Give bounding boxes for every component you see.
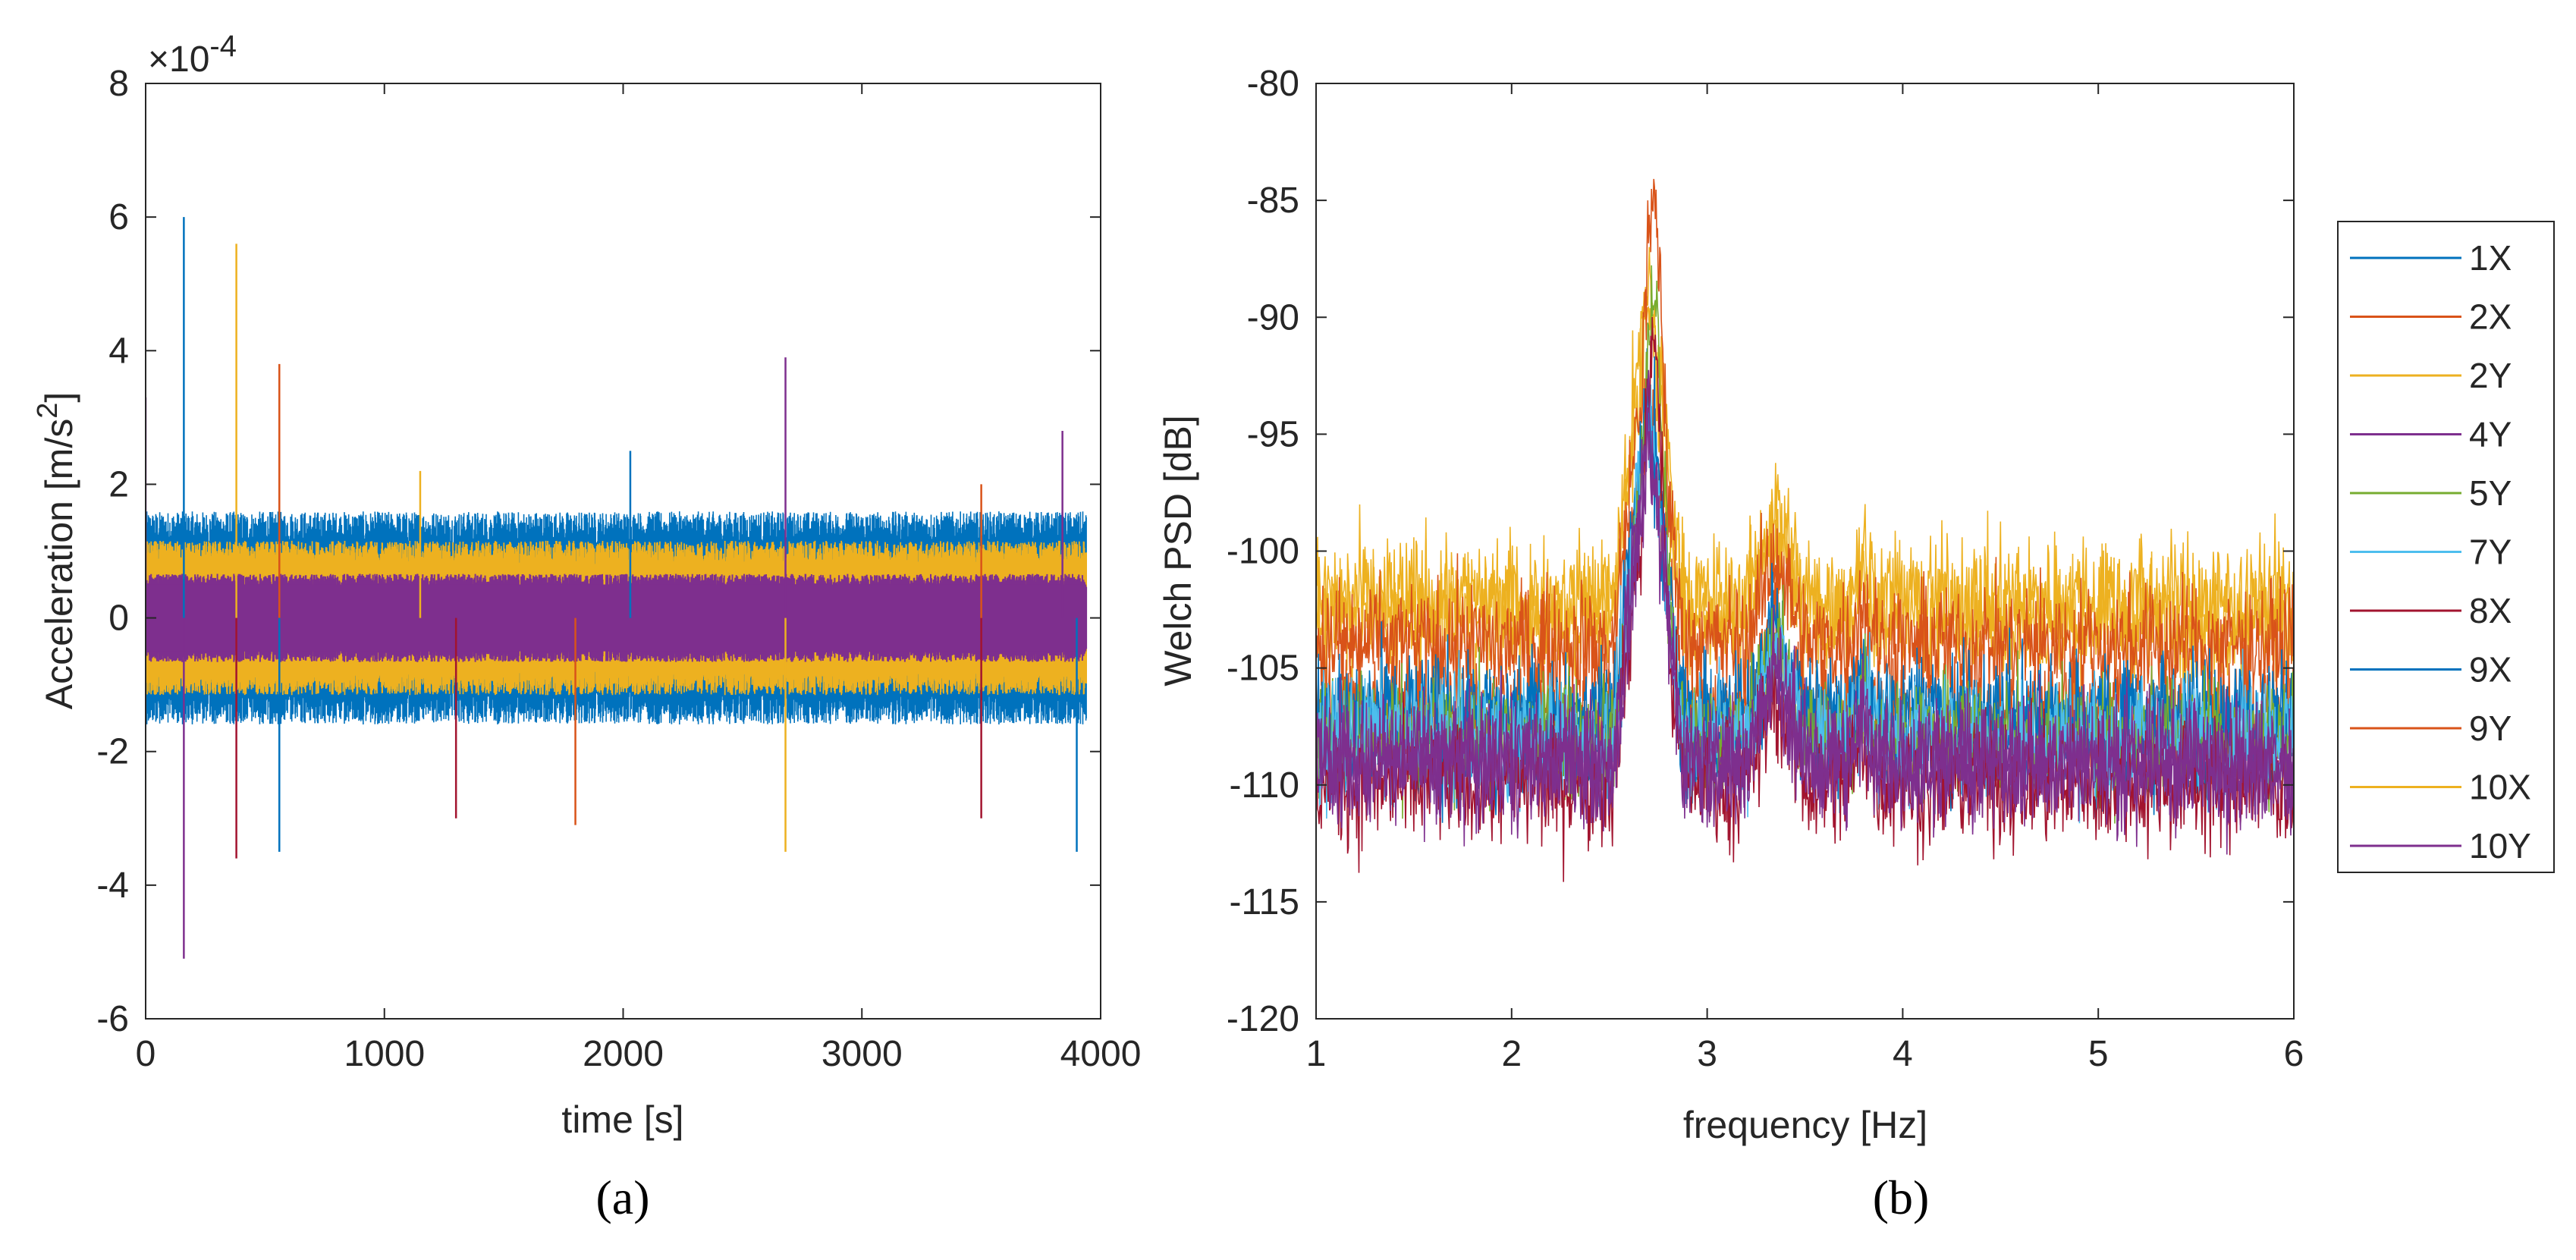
panel-b-x-tick-label: 4	[1893, 1034, 1913, 1074]
panel-a-y-tick-label: -2	[96, 732, 129, 772]
legend-item-1X: 1X	[2350, 238, 2512, 278]
panel-b-ticks: 1 2 3 4 5 6 -120 -115 -110 -105 -100 -95 -90 -85 -80	[1227, 64, 2304, 1074]
panel-a-ticks: 0 1000 2000 3000 4000 -6 -4 -2 0 2 4 6 8	[96, 64, 1141, 1074]
panel-a-label: (a)	[595, 1170, 649, 1224]
panel-b-y-tick-label: -115	[1229, 882, 1299, 922]
panel-b-y-tick-label: -105	[1227, 649, 1299, 689]
panel-a-x-tick-label: 2000	[583, 1034, 664, 1074]
legend-label: 1X	[2469, 238, 2512, 278]
legend-item-9Y: 9Y	[2350, 709, 2512, 748]
panel-b-series-10Y	[1316, 407, 2294, 847]
panel-a-x-label: time [s]	[561, 1098, 683, 1141]
panel-a-y-exponent: ×10-4	[148, 30, 237, 80]
panel-b-y-tick-label: -100	[1227, 532, 1299, 572]
panel-b-y-tick-label: -95	[1247, 414, 1299, 454]
panel-b-x-tick-label: 3	[1697, 1034, 1717, 1074]
legend-item-2X: 2X	[2350, 297, 2512, 337]
panel-b-y-label: Welch PSD [dB]	[1157, 415, 1199, 687]
legend-label: 7Y	[2469, 533, 2512, 572]
panel-a-x-tick-label: 4000	[1060, 1034, 1142, 1074]
legend-item-4Y: 4Y	[2350, 415, 2512, 454]
panel-a-x-tick-label: 3000	[821, 1034, 903, 1074]
panel-a-x-tick-label: 0	[136, 1034, 156, 1074]
legend: 1X 2X 2Y 4Y 5Y 7Y 8X 9X 9Y 10X 10Y	[2337, 221, 2555, 873]
panel-a-core-band	[146, 584, 1087, 652]
legend-item-5Y: 5Y	[2350, 473, 2512, 513]
legend-label: 10Y	[2469, 826, 2531, 866]
panel-b-x-tick-label: 6	[2284, 1034, 2304, 1074]
panel-b-x-tick-label: 1	[1306, 1034, 1327, 1074]
legend-label: 8X	[2469, 591, 2512, 630]
panel-a-time-series: 0 1000 2000 3000 4000 -6 -4 -2 0 2 4 6 8 ×10-4 time …	[32, 30, 1141, 1224]
panel-b-plot-area	[1316, 178, 2294, 882]
legend-item-7Y: 7Y	[2350, 533, 2512, 572]
panel-b-x-tick-label: 2	[1501, 1034, 1522, 1074]
legend-item-8X: 8X	[2350, 591, 2512, 630]
panel-b-label: (b)	[1873, 1170, 1930, 1224]
panel-b-y-tick-label: -85	[1247, 181, 1299, 221]
panel-b-series-2X	[1316, 178, 2294, 731]
panel-b-axes-box	[1315, 83, 2295, 1020]
panel-b-welch-psd: 1 2 3 4 5 6 -120 -115 -110 -105 -100 -95 -90 -85 -80 f…	[1157, 64, 2555, 1224]
legend-label: 10X	[2469, 768, 2531, 807]
legend-item-9X: 9X	[2350, 650, 2512, 690]
panel-a-y-tick-label: -4	[96, 866, 129, 906]
panel-a-plot-area	[146, 217, 1088, 959]
panel-a-y-label: Acceleration [m/s2]	[32, 392, 80, 710]
legend-label: 4Y	[2469, 415, 2512, 454]
legend-label: 2X	[2469, 297, 2512, 337]
panel-b-x-label: frequency [Hz]	[1683, 1104, 1927, 1146]
legend-item-10X: 10X	[2350, 768, 2531, 807]
panel-b-y-tick-label: -80	[1247, 64, 1299, 104]
legend-box	[2337, 221, 2555, 873]
legend-label: 5Y	[2469, 473, 2512, 513]
panel-a-x-tick-label: 1000	[344, 1034, 425, 1074]
panel-a-y-tick-label: 6	[108, 197, 129, 237]
panel-b-y-tick-label: -120	[1227, 999, 1299, 1039]
panel-b-y-tick-label: -110	[1229, 765, 1299, 806]
panel-a-y-tick-label: 0	[108, 599, 129, 639]
legend-item-10Y: 10Y	[2350, 826, 2531, 866]
panel-a-y-tick-label: 8	[108, 64, 129, 104]
panel-a-y-tick-label: 2	[108, 464, 129, 504]
panel-b-x-tick-label: 5	[2088, 1034, 2109, 1074]
legend-item-2Y: 2Y	[2350, 356, 2512, 395]
panel-a-y-tick-label: -6	[96, 999, 129, 1039]
legend-label: 9X	[2469, 650, 2512, 690]
panel-b-y-tick-label: -90	[1247, 297, 1299, 338]
legend-label: 2Y	[2469, 356, 2512, 395]
panel-a-y-tick-label: 4	[108, 331, 129, 371]
legend-label: 9Y	[2469, 709, 2512, 748]
